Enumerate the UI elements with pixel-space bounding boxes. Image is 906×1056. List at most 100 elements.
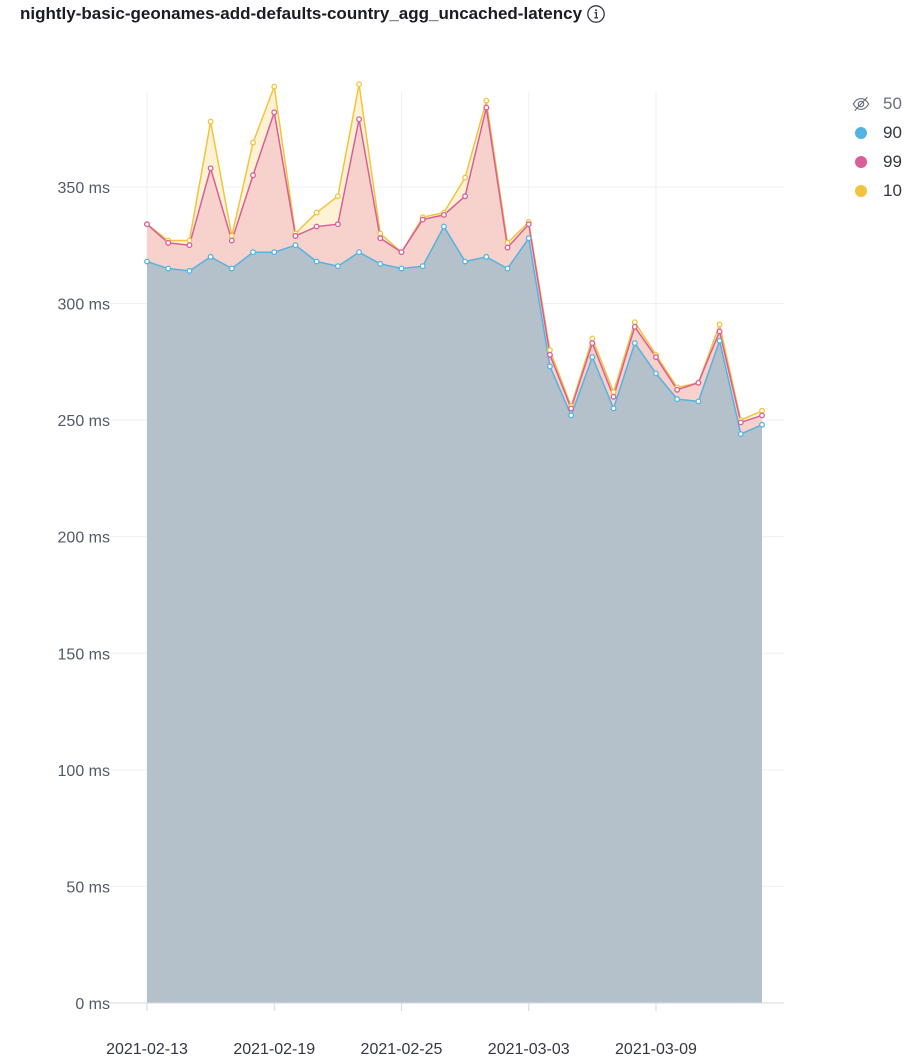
- x-tick-label: 2021-02-25: [361, 1041, 443, 1056]
- point-10: [356, 81, 363, 88]
- point-99: [313, 223, 320, 230]
- point-99: [737, 419, 744, 426]
- point-99: [653, 354, 659, 361]
- y-tick-label: 150 ms: [58, 646, 110, 663]
- y-tick-label: 300 ms: [58, 297, 110, 314]
- point-99: [207, 165, 214, 172]
- point-90: [271, 249, 278, 256]
- point-99: [356, 116, 363, 123]
- point-90: [356, 249, 363, 256]
- point-99: [440, 211, 447, 218]
- x-tick-label: 2021-02-13: [106, 1041, 188, 1056]
- point-90: [568, 412, 575, 419]
- chart-title: nightly-basic-geonames-add-defaults-coun…: [20, 4, 583, 23]
- series-line-10: [146, 83, 763, 422]
- point-90: [546, 363, 553, 370]
- point-99: [186, 242, 193, 249]
- legend-item-50[interactable]: 50: [852, 92, 902, 116]
- point-10: [462, 174, 469, 181]
- y-tick-label: 0 ms: [75, 996, 110, 1013]
- legend-label: 99: [883, 152, 902, 171]
- series-line-90: [146, 225, 763, 436]
- point-90: [525, 235, 532, 242]
- point-90: [207, 253, 214, 260]
- point-99: [674, 386, 681, 393]
- point-99: [292, 232, 299, 239]
- point-99: [398, 249, 405, 256]
- point-99: [610, 393, 617, 400]
- point-99: [144, 221, 150, 228]
- point-99: [228, 237, 235, 244]
- point-90: [462, 258, 469, 265]
- point-90: [313, 258, 320, 265]
- point-90: [186, 267, 193, 274]
- point-10: [207, 118, 214, 125]
- point-99: [568, 405, 575, 412]
- point-99: [525, 221, 532, 228]
- point-90: [165, 265, 172, 272]
- point-90: [228, 265, 235, 272]
- point-90: [419, 263, 426, 270]
- point-90: [631, 340, 638, 347]
- point-10: [313, 209, 320, 216]
- point-99: [165, 239, 172, 246]
- info-icon[interactable]: [586, 4, 606, 24]
- point-10: [589, 335, 596, 342]
- point-99: [271, 109, 278, 116]
- point-10: [483, 97, 490, 104]
- point-99: [546, 351, 553, 358]
- point-90: [250, 249, 256, 256]
- point-10: [759, 407, 765, 414]
- chart-header: nightly-basic-geonames-add-defaults-coun…: [20, 4, 606, 24]
- point-90: [653, 370, 659, 377]
- legend-item-90[interactable]: 90: [852, 121, 902, 145]
- y-tick-label: 50 ms: [66, 879, 110, 896]
- point-10: [377, 230, 384, 237]
- point-10: [716, 321, 723, 328]
- point-90: [144, 258, 150, 265]
- point-90: [610, 405, 617, 412]
- dot-icon: [852, 182, 870, 200]
- y-tick-label: 100 ms: [58, 763, 110, 780]
- y-tick-label: 200 ms: [58, 530, 110, 547]
- area-90: [147, 226, 762, 1003]
- point-90: [737, 431, 744, 438]
- legend-label: 50: [883, 94, 902, 113]
- point-90: [377, 260, 384, 267]
- point-90: [674, 396, 681, 403]
- point-10: [334, 193, 341, 200]
- point-99: [334, 221, 341, 228]
- point-99: [716, 328, 723, 335]
- point-90: [292, 242, 299, 249]
- x-tick-label: 2021-03-09: [615, 1041, 697, 1056]
- point-99: [695, 379, 702, 386]
- point-99: [377, 235, 384, 242]
- point-99: [250, 172, 256, 179]
- point-90: [440, 223, 447, 230]
- point-90: [483, 253, 490, 260]
- eye-closed-icon: [852, 95, 870, 113]
- y-tick-label: 350 ms: [58, 180, 110, 197]
- point-90: [334, 263, 341, 270]
- legend-label: 10: [883, 181, 902, 200]
- point-99: [631, 323, 638, 330]
- dot-icon: [852, 153, 870, 171]
- legend-item-99[interactable]: 99: [852, 150, 902, 174]
- point-90: [759, 421, 765, 428]
- chart-legend: 50 90 99 10: [852, 92, 902, 208]
- point-10: [631, 319, 638, 326]
- point-90: [716, 337, 723, 344]
- point-99: [483, 104, 490, 111]
- point-90: [504, 265, 511, 272]
- legend-item-10[interactable]: 10: [852, 179, 902, 203]
- y-tick-label: 250 ms: [58, 413, 110, 430]
- point-10: [504, 239, 511, 246]
- point-10: [271, 83, 278, 90]
- x-tick-label: 2021-02-19: [233, 1041, 315, 1056]
- point-99: [759, 412, 765, 419]
- legend-label: 90: [883, 123, 902, 142]
- point-99: [419, 216, 426, 223]
- point-10: [546, 347, 553, 354]
- point-10: [186, 237, 193, 244]
